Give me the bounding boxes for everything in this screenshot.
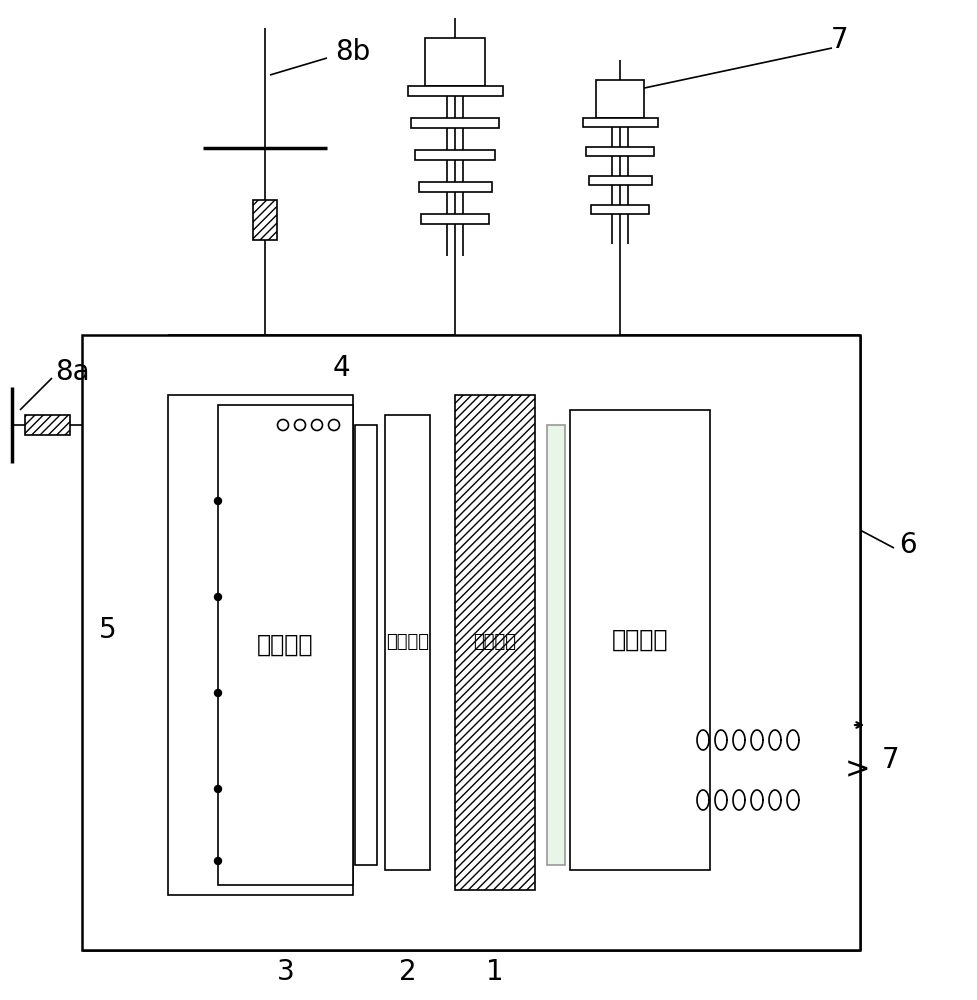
Bar [355, 425, 376, 865]
Text: 3: 3 [276, 958, 294, 986]
Bar [570, 410, 709, 870]
Text: 高压绕组: 高压绕组 [612, 628, 667, 652]
Circle shape [214, 497, 221, 504]
Bar [425, 38, 485, 86]
Bar [410, 118, 498, 128]
Text: 2: 2 [399, 958, 416, 986]
Text: 低压绕组: 低压绕组 [473, 634, 516, 652]
Text: 低压绕组: 低压绕组 [386, 634, 429, 652]
Bar [253, 200, 276, 240]
Bar [418, 182, 491, 192]
Bar [420, 214, 488, 224]
Bar [590, 205, 649, 214]
Bar [82, 335, 859, 950]
Text: 6: 6 [898, 531, 915, 559]
Text: 7: 7 [881, 746, 899, 774]
Text: >: > [843, 756, 869, 784]
Circle shape [214, 786, 221, 792]
Bar [454, 395, 534, 890]
Circle shape [214, 593, 221, 600]
Text: 5: 5 [99, 616, 116, 644]
Bar [588, 176, 651, 185]
Bar [595, 80, 643, 118]
Bar [25, 415, 70, 435]
Bar [546, 425, 565, 865]
Bar [385, 415, 430, 870]
Text: 高压绕组: 高压绕组 [257, 633, 314, 657]
Circle shape [214, 690, 221, 696]
Bar [407, 86, 502, 96]
Bar [582, 118, 657, 127]
Bar [585, 147, 654, 156]
Text: 8a: 8a [55, 358, 90, 386]
Circle shape [214, 857, 221, 864]
Text: 1: 1 [486, 958, 503, 986]
Text: 7: 7 [830, 26, 848, 54]
Text: 8b: 8b [335, 38, 370, 66]
Text: 4: 4 [332, 354, 351, 382]
Bar [414, 150, 494, 160]
Bar [218, 405, 353, 885]
Bar [168, 395, 353, 895]
